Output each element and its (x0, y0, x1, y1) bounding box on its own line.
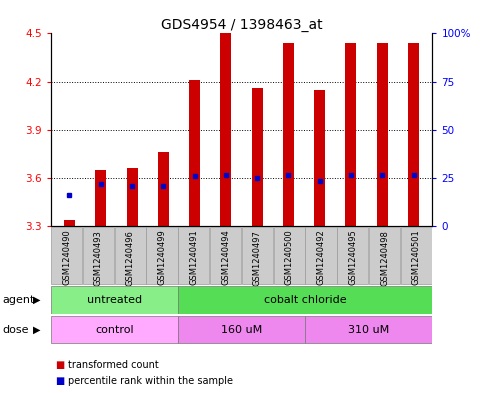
Bar (127, 168, 138, 226)
FancyBboxPatch shape (178, 316, 305, 343)
Text: cobalt chloride: cobalt chloride (264, 295, 346, 305)
Bar (408, 43, 419, 226)
Text: GSM1240497: GSM1240497 (253, 230, 262, 286)
Bar (345, 43, 356, 226)
Bar (283, 43, 294, 226)
Text: GSM1240492: GSM1240492 (316, 230, 326, 285)
FancyBboxPatch shape (305, 227, 337, 285)
Text: transformed count: transformed count (68, 360, 158, 370)
Text: GSM1240490: GSM1240490 (62, 230, 71, 285)
Bar (252, 88, 263, 226)
Text: GSM1240496: GSM1240496 (126, 230, 135, 286)
Bar (189, 80, 200, 226)
Text: untreated: untreated (87, 295, 142, 305)
FancyBboxPatch shape (51, 286, 178, 314)
Bar (158, 152, 169, 226)
Text: percentile rank within the sample: percentile rank within the sample (68, 376, 233, 386)
Bar (314, 90, 325, 226)
FancyBboxPatch shape (178, 227, 210, 285)
FancyBboxPatch shape (114, 227, 146, 285)
Text: 310 uM: 310 uM (348, 325, 389, 334)
FancyBboxPatch shape (51, 316, 178, 343)
FancyBboxPatch shape (337, 227, 369, 285)
Bar (64, 220, 75, 226)
Text: agent: agent (2, 295, 35, 305)
Bar (377, 43, 388, 226)
FancyBboxPatch shape (146, 227, 178, 285)
FancyBboxPatch shape (242, 227, 273, 285)
Bar (95, 170, 106, 226)
Text: 160 uM: 160 uM (221, 325, 262, 334)
FancyBboxPatch shape (178, 286, 432, 314)
FancyBboxPatch shape (83, 227, 114, 285)
Text: GSM1240491: GSM1240491 (189, 230, 199, 285)
Text: ■: ■ (56, 376, 65, 386)
FancyBboxPatch shape (273, 227, 305, 285)
Text: GSM1240499: GSM1240499 (157, 230, 167, 285)
FancyBboxPatch shape (401, 227, 432, 285)
Text: GSM1240500: GSM1240500 (284, 230, 294, 285)
Bar (220, 33, 231, 226)
Text: GSM1240495: GSM1240495 (348, 230, 357, 285)
FancyBboxPatch shape (305, 316, 432, 343)
Text: control: control (95, 325, 134, 334)
Text: GSM1240501: GSM1240501 (412, 230, 421, 285)
FancyBboxPatch shape (369, 227, 400, 285)
FancyBboxPatch shape (51, 227, 82, 285)
Title: GDS4954 / 1398463_at: GDS4954 / 1398463_at (161, 18, 322, 32)
Text: ▶: ▶ (33, 325, 41, 334)
Text: dose: dose (2, 325, 29, 334)
Text: ▶: ▶ (33, 295, 41, 305)
Text: ■: ■ (56, 360, 65, 370)
FancyBboxPatch shape (210, 227, 241, 285)
Text: GSM1240494: GSM1240494 (221, 230, 230, 285)
Text: GSM1240493: GSM1240493 (94, 230, 103, 286)
Text: GSM1240498: GSM1240498 (380, 230, 389, 286)
